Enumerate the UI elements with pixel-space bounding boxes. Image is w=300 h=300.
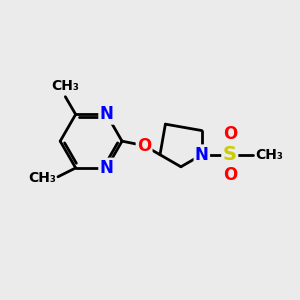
Text: CH₃: CH₃ xyxy=(51,79,79,93)
Text: S: S xyxy=(223,145,237,164)
Text: O: O xyxy=(223,166,237,184)
Text: N: N xyxy=(100,105,113,123)
Text: O: O xyxy=(223,125,237,143)
Text: CH₃: CH₃ xyxy=(255,148,283,162)
Text: O: O xyxy=(137,136,151,154)
Text: N: N xyxy=(195,146,209,164)
Text: N: N xyxy=(100,159,113,177)
Text: CH₃: CH₃ xyxy=(28,171,56,185)
